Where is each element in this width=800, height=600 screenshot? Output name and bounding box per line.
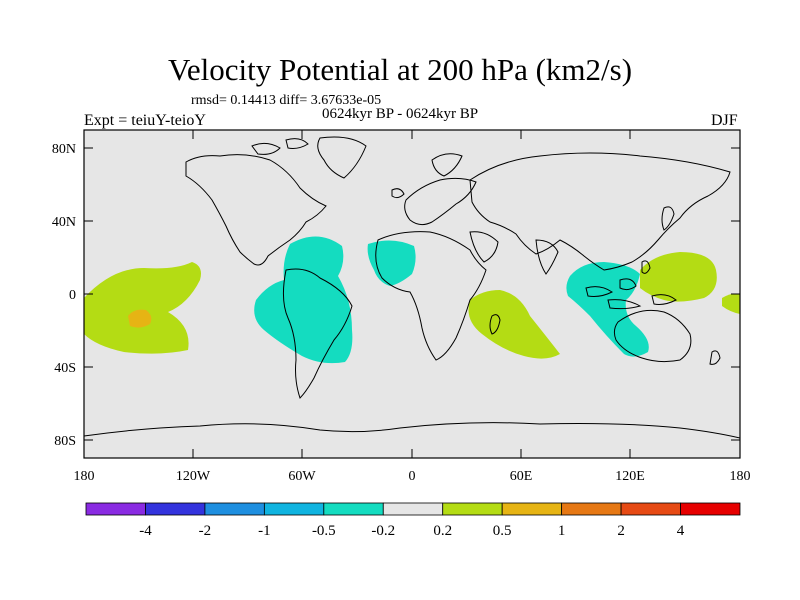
coastlines bbox=[84, 136, 740, 439]
period-label: 0624kyr BP - 0624kyr BP bbox=[322, 106, 479, 122]
lat-tick-label: 40S bbox=[54, 361, 76, 376]
lat-tick-label: 80N bbox=[52, 142, 76, 157]
longitude-ticks: 180 120W 60W 0 60E 120E 180 bbox=[74, 130, 751, 484]
plot-title: Velocity Potential at 200 hPa (km2/s) bbox=[167, 52, 633, 87]
colorbar-label: 0.2 bbox=[433, 523, 452, 539]
rmsd-label: rmsd= 0.14413 diff= 3.67633e-05 bbox=[191, 93, 382, 108]
positive-anomaly-core bbox=[128, 309, 152, 328]
colorbar-label: 4 bbox=[677, 523, 685, 539]
colorbar-label: -0.5 bbox=[312, 523, 336, 539]
colorbar-swatch bbox=[145, 502, 206, 516]
lon-tick-label: 0 bbox=[409, 469, 416, 484]
lat-tick-label: 0 bbox=[69, 288, 76, 303]
positive-anomaly-pacific bbox=[84, 262, 201, 354]
colorbar-label: 1 bbox=[558, 523, 566, 539]
lon-tick-label: 180 bbox=[74, 469, 95, 484]
latitude-ticks: 80N 40N 0 40S 80S bbox=[52, 142, 740, 449]
colorbar: -4 -2 -1 -0.5 -0.2 0.2 0.5 1 2 4 bbox=[85, 502, 741, 539]
colorbar-label: 2 bbox=[617, 523, 625, 539]
colorbar-swatch bbox=[501, 502, 563, 516]
colorbar-swatch bbox=[204, 502, 265, 516]
lon-tick-label: 60E bbox=[510, 469, 533, 484]
season-label: DJF bbox=[711, 112, 738, 129]
colorbar-label: -4 bbox=[139, 523, 152, 539]
negative-anomaly-indonesia bbox=[566, 262, 649, 357]
colorbar-label: -0.2 bbox=[371, 523, 395, 539]
colorbar-swatch bbox=[442, 502, 503, 516]
colorbar-swatch bbox=[323, 502, 384, 516]
colorbar-label: -2 bbox=[199, 523, 212, 539]
lon-tick-label: 120W bbox=[176, 469, 211, 484]
colorbar-label: 0.5 bbox=[493, 523, 512, 539]
colorbar-swatch bbox=[263, 502, 325, 516]
colorbar-swatch bbox=[382, 502, 444, 516]
positive-anomaly-dateline bbox=[722, 293, 740, 314]
negative-anomaly-south-america bbox=[254, 236, 353, 364]
colorbar-swatch bbox=[620, 502, 681, 516]
lon-tick-label: 180 bbox=[730, 469, 751, 484]
experiment-label: Expt = teiuY-teioY bbox=[84, 112, 206, 129]
positive-anomaly-west-pacific bbox=[640, 252, 717, 302]
lat-tick-label: 80S bbox=[54, 434, 76, 449]
colorbar-label: -1 bbox=[258, 523, 271, 539]
colorbar-swatch bbox=[85, 502, 146, 516]
lon-tick-label: 120E bbox=[615, 469, 645, 484]
positive-anomaly-africa bbox=[468, 290, 560, 359]
colorbar-swatch bbox=[561, 502, 622, 516]
colorbar-swatch bbox=[680, 502, 741, 516]
lat-tick-label: 40N bbox=[52, 215, 76, 230]
lon-tick-label: 60W bbox=[288, 469, 316, 484]
